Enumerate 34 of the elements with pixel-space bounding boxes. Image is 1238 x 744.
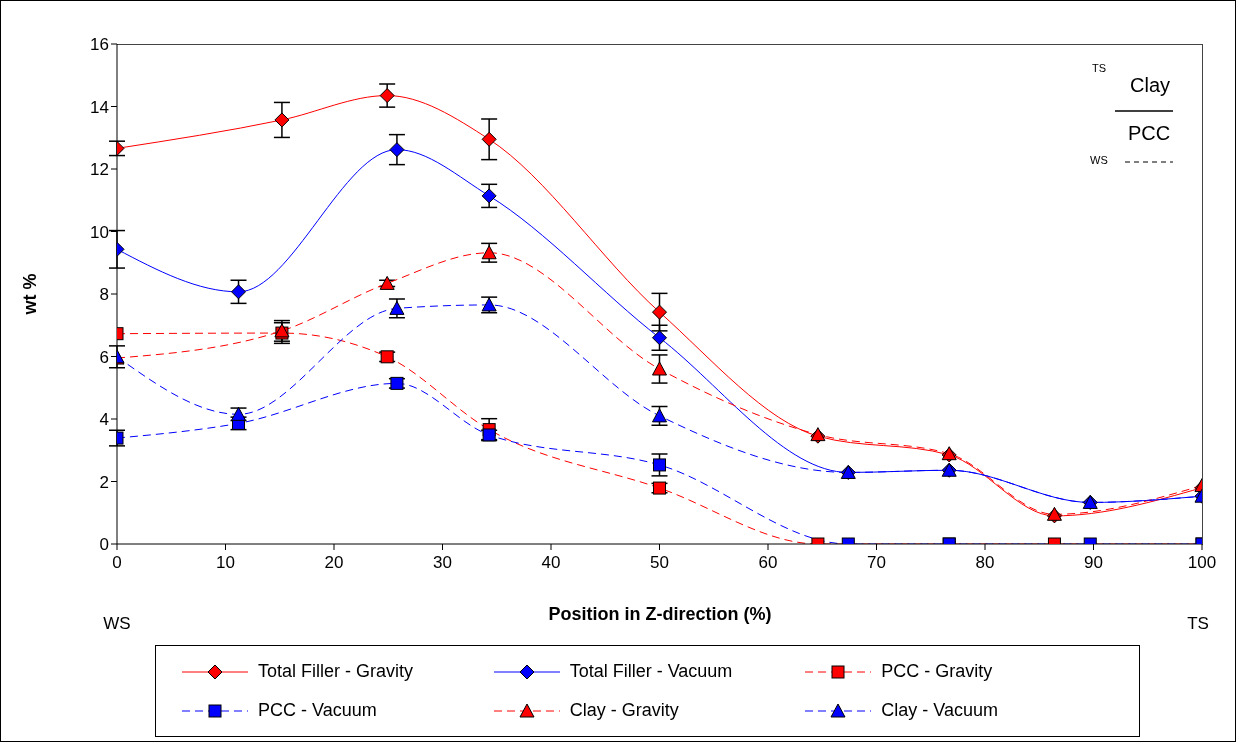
legend-label: PCC - Vacuum xyxy=(258,700,377,721)
x-tick-label: 0 xyxy=(112,553,122,573)
x-tick-label: 100 xyxy=(1187,553,1217,573)
x-tick-label: 40 xyxy=(541,553,561,573)
x-tick-label: 50 xyxy=(650,553,669,573)
y-tick-label: 6 xyxy=(99,347,109,367)
annotation: WS xyxy=(1090,154,1108,166)
annotation: Clay xyxy=(1130,74,1171,97)
y-tick-label: 12 xyxy=(90,160,109,180)
y-axis-title: wt % xyxy=(20,273,41,316)
x-tick-label: 10 xyxy=(216,553,235,573)
annotation: PCC xyxy=(1128,122,1171,145)
y-tick-label: 8 xyxy=(99,285,109,305)
x-tick-label: 70 xyxy=(867,553,886,573)
legend-label: Clay - Vacuum xyxy=(881,700,999,721)
y-tick-label: 14 xyxy=(90,97,109,117)
y-tick-label: 2 xyxy=(99,472,109,492)
legend-label: PCC - Gravity xyxy=(881,661,993,682)
x-axis-title: Position in Z-direction (%) xyxy=(548,604,772,625)
legend-label: Total Filler - Gravity xyxy=(258,661,414,682)
x-tick-label: 80 xyxy=(975,553,995,573)
y-tick-label: 4 xyxy=(99,410,109,430)
x-tick-label: 60 xyxy=(758,553,778,573)
y-tick-label: 10 xyxy=(90,222,109,242)
annotation: TS xyxy=(1092,62,1107,74)
legend-label: Total Filler - Vacuum xyxy=(569,661,733,682)
y-tick-label: 16 xyxy=(90,35,109,55)
x-tick-label: 30 xyxy=(433,553,452,573)
text: TS xyxy=(1187,614,1209,634)
y-tick-label: 0 xyxy=(99,535,109,555)
x-tick-label: 20 xyxy=(324,553,344,573)
x-tick-label: 90 xyxy=(1084,553,1103,573)
legend-label: Clay - Gravity xyxy=(569,700,679,721)
text: WS xyxy=(103,614,131,634)
